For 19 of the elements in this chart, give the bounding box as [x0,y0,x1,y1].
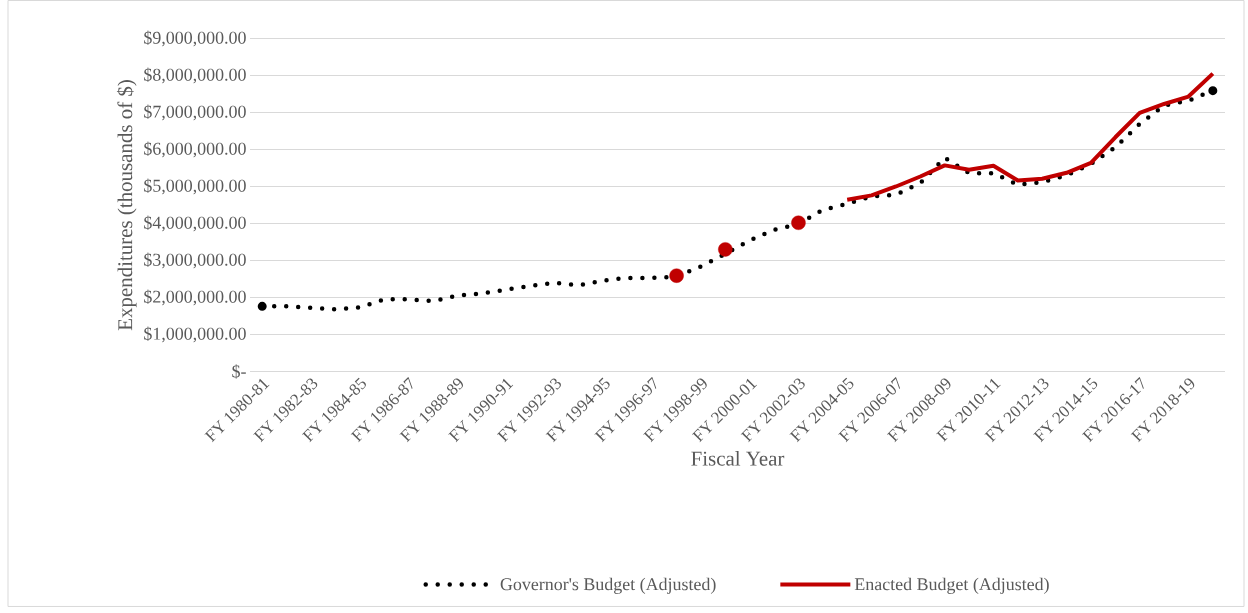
x-axis-title: Fiscal Year [691,450,785,466]
y-tick-label: $2,000,000.00 [144,289,246,306]
point [1208,85,1218,95]
y-tick-label: $4,000,000.00 [144,215,246,232]
legend-label: Governor's Budget (Adjusted) [500,577,716,594]
y-tick-label: $1,000,000.00 [144,326,246,343]
point [257,301,267,311]
y-tick-label: $5,000,000.00 [144,178,246,195]
point [669,268,684,283]
point [718,241,733,257]
y-axis-title: Expenditures (thousands of $) [116,79,137,330]
y-tick-label: $9,000,000.00 [144,30,246,47]
legend-label: Enacted Budget (Adjusted) [854,577,1049,594]
y-tick-label: $7,000,000.00 [144,104,246,121]
y-tick-label: $- [232,364,246,379]
point [791,215,806,230]
y-tick-label: $3,000,000.00 [144,252,246,269]
y-tick-label: $8,000,000.00 [144,67,246,84]
y-tick-label: $6,000,000.00 [144,141,246,158]
